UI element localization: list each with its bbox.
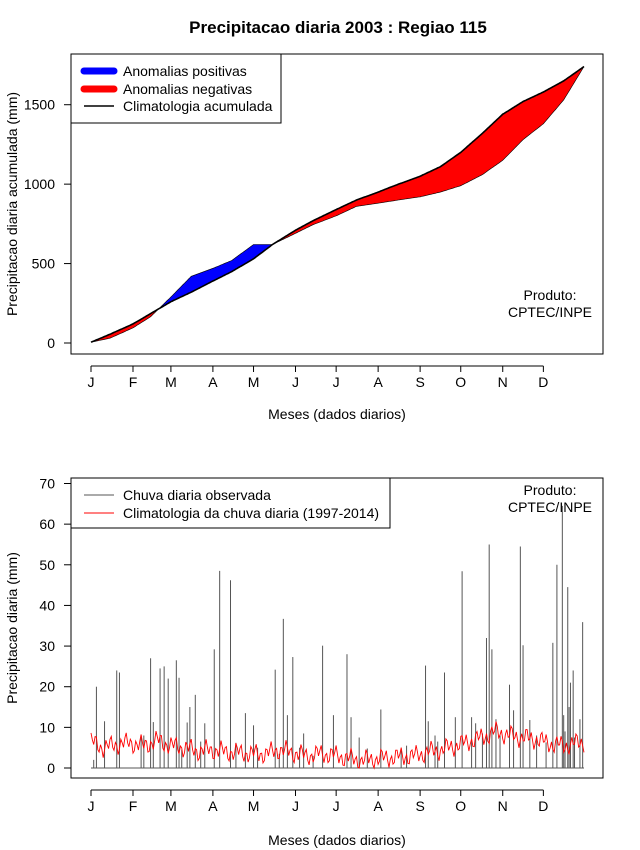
accumulated-lines xyxy=(90,65,585,343)
legend-label-climatology: Climatologia acumulada xyxy=(123,98,273,114)
top-x-tick-label-11: D xyxy=(538,374,548,390)
bottom-y-tick-label-50: 50 xyxy=(39,557,55,573)
daily-rain-bars xyxy=(91,505,584,769)
product-label: Produto: xyxy=(524,287,577,303)
bottom-x-tick-label-0: J xyxy=(88,798,95,814)
product-source-bottom: CPTEC/INPE xyxy=(508,499,592,515)
top-x-tick-label-2: M xyxy=(165,374,177,390)
bottom-x-tick-label-9: O xyxy=(455,798,466,814)
bottom-y-tick-label-0: 0 xyxy=(47,760,55,776)
climatology-accumulated-line xyxy=(90,65,585,343)
top-x-tick-label-3: A xyxy=(208,374,218,390)
bottom-x-tick-label-2: M xyxy=(165,798,177,814)
bottom-x-tick-label-7: A xyxy=(373,798,383,814)
bottom-x-axis-label: Meses (dados diarios) xyxy=(268,832,406,848)
bottom-x-tick-label-3: A xyxy=(208,798,218,814)
top-x-tick-label-0: J xyxy=(88,374,95,390)
bottom-x-tick-label-10: N xyxy=(498,798,508,814)
bottom-x-tick-label-8: S xyxy=(415,798,424,814)
top-x-tick-label-7: A xyxy=(373,374,383,390)
top-y-axis: 0 500 1000 1500 xyxy=(24,97,72,351)
bottom-y-axis-label: Precipitacao diaria (mm) xyxy=(4,552,20,704)
bottom-x-tick-label-5: J xyxy=(292,798,299,814)
top-y-tick-label-500: 500 xyxy=(32,256,56,272)
top-x-tick-label-9: O xyxy=(455,374,466,390)
bottom-y-tick-label-20: 20 xyxy=(39,679,55,695)
bottom-x-tick-label-6: J xyxy=(333,798,340,814)
bottom-y-tick-label-30: 30 xyxy=(39,638,55,654)
top-x-tick-label-10: N xyxy=(498,374,508,390)
bottom-x-tick-label-1: F xyxy=(129,798,138,814)
top-y-tick-label-1000: 1000 xyxy=(24,176,55,192)
top-x-tick-label-5: J xyxy=(292,374,299,390)
top-x-tick-label-4: M xyxy=(248,374,260,390)
bottom-x-tick-label-4: M xyxy=(248,798,260,814)
legend-label-daily-climatology: Climatologia da chuva diaria (1997-2014) xyxy=(123,505,379,521)
top-x-tick-label-1: F xyxy=(129,374,138,390)
bottom-y-tick-label-10: 10 xyxy=(39,719,55,735)
legend-label-positive: Anomalias positivas xyxy=(123,63,247,79)
product-source: CPTEC/INPE xyxy=(508,304,592,320)
legend-label-observed: Chuva diaria observada xyxy=(123,487,271,503)
bottom-y-tick-label-70: 70 xyxy=(39,476,55,492)
bottom-y-axis: 0 10 20 30 40 50 60 70 xyxy=(39,476,72,776)
top-y-axis-label: Precipitacao diaria acumulada (mm) xyxy=(4,92,20,316)
bottom-legend: Chuva diaria observada Climatologia da c… xyxy=(70,477,391,529)
top-x-tick-label-6: J xyxy=(333,374,340,390)
top-x-axis-label: Meses (dados diarios) xyxy=(268,406,406,422)
chart-title: Precipitacao diaria 2003 : Regiao 115 xyxy=(189,18,487,37)
bottom-x-tick-label-11: D xyxy=(538,798,548,814)
top-y-tick-label-1500: 1500 xyxy=(24,97,55,113)
top-y-tick-label-0: 0 xyxy=(47,335,55,351)
top-x-tick-label-8: S xyxy=(415,374,424,390)
legend-label-negative: Anomalias negativas xyxy=(123,81,252,97)
daily-climatology-line xyxy=(90,721,585,770)
bottom-y-tick-label-40: 40 xyxy=(39,597,55,613)
daily-climatology-polyline xyxy=(90,721,585,770)
bottom-legend-box xyxy=(70,477,391,529)
product-label-bottom: Produto: xyxy=(524,482,577,498)
bottom-y-tick-label-60: 60 xyxy=(39,516,55,532)
top-legend: Anomalias positivas Anomalias negativas … xyxy=(70,53,282,124)
